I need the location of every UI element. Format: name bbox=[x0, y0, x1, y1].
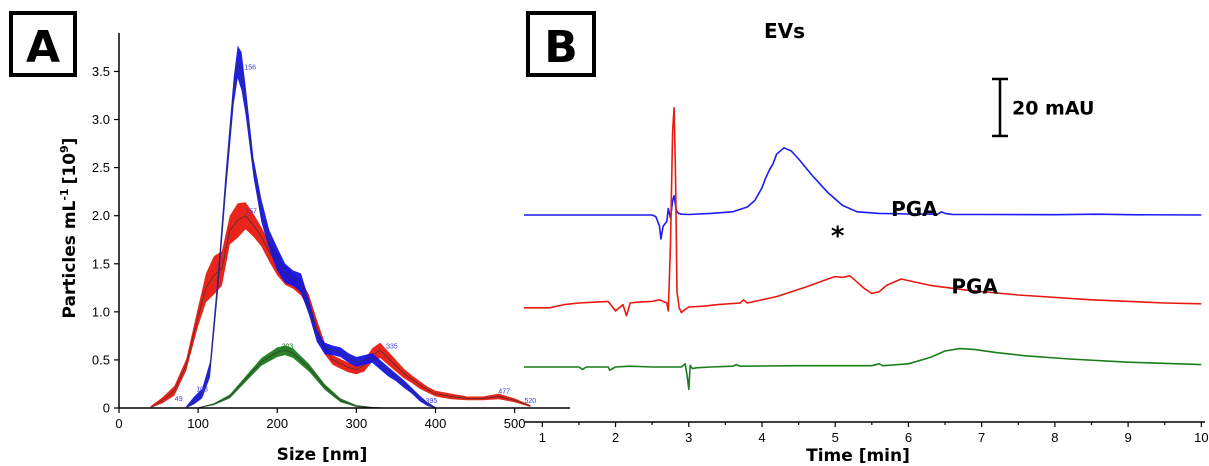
scale-bar-label: 20 mAU bbox=[1012, 97, 1094, 119]
chromatogram-trace-1 bbox=[524, 107, 1202, 317]
panel-a-y-axis-label: Particles mL-1 [109] bbox=[58, 138, 80, 319]
peak-label-1-0: 156 bbox=[244, 65, 256, 72]
panel-a-y-axis-label-sup: -1 bbox=[58, 188, 71, 200]
size-dist-band-2 bbox=[198, 345, 388, 408]
panel-b: B 1 2 3 4 5 6 7 8 9 10 Time [min] 20 mAU EVs * PGA P… bbox=[524, 11, 1209, 466]
panel-a-y-tick-label-6: 3.0 bbox=[92, 112, 110, 127]
panel-a-y-ticks: 0 0.5 1.0 1.5 2.0 2.5 3.0 3.5 bbox=[92, 64, 119, 416]
chromatogram-trace-2 bbox=[524, 347, 1202, 391]
panel-b-x-tick-label-0: 1 bbox=[539, 430, 546, 445]
peak-label-1-2: 395 bbox=[426, 398, 438, 405]
panel-a-y-tick-label-3: 1.5 bbox=[92, 256, 110, 271]
peak-label-1-3: 520 bbox=[525, 398, 537, 405]
panel-b-x-tick-label-4: 5 bbox=[832, 430, 839, 445]
panel-a-y-tick-label-0: 0 bbox=[103, 401, 110, 416]
panel-a-y-tick-label-5: 2.5 bbox=[92, 160, 110, 175]
panel-a-x-ticks: 0 100 200 300 400 500 bbox=[115, 408, 525, 431]
panel-a-x-tick-label-0: 0 bbox=[115, 416, 122, 431]
panel-a-y-tick-label-4: 2.0 bbox=[92, 208, 110, 223]
panel-b-x-tick-label-5: 6 bbox=[905, 430, 912, 445]
panel-b-x-axis-label: Time [min] bbox=[806, 446, 910, 466]
panel-a-plot-area: 157 335 477 49 156 108 395 520 203 bbox=[150, 45, 537, 409]
panel-b-annotation-1: * bbox=[831, 222, 845, 252]
panel-b-x-tick-label-9: 10 bbox=[1194, 430, 1208, 445]
panel-b-x-ticks: 1 2 3 4 5 6 7 8 9 10 bbox=[539, 422, 1209, 445]
panel-b-annotations: EVs * PGA PGA bbox=[764, 19, 998, 299]
peak-label-0-1: 335 bbox=[386, 343, 398, 350]
peak-label-2-0: 203 bbox=[282, 343, 294, 350]
size-dist-band-0 bbox=[150, 202, 531, 408]
panel-a-y-tick-label-7: 3.5 bbox=[92, 64, 110, 79]
size-dist-mean-line-2 bbox=[197, 349, 389, 409]
panel-b-x-tick-label-1: 2 bbox=[612, 430, 619, 445]
panel-a-x-axis-label: Size [nm] bbox=[277, 445, 368, 465]
panel-a: A 157 335 477 49 156 108 395 520 203 0 100 200 300 4… bbox=[9, 11, 570, 465]
panel-a-y-axis-label-exp: 9 bbox=[58, 145, 71, 153]
panel-a-x-tick-label-1: 100 bbox=[187, 416, 209, 431]
panel-a-x-tick-label-5: 500 bbox=[504, 416, 526, 431]
peak-label-0-0: 157 bbox=[245, 209, 257, 216]
size-dist-mean-line-1 bbox=[185, 60, 436, 409]
panel-a-label-box bbox=[9, 11, 77, 77]
panel-b-x-tick-label-3: 4 bbox=[758, 430, 765, 445]
panel-b-label-box bbox=[526, 11, 596, 77]
panel-b-x-tick-label-7: 8 bbox=[1051, 430, 1058, 445]
panel-b-x-tick-label-6: 7 bbox=[978, 430, 985, 445]
panel-a-y-tick-label-1: 0.5 bbox=[92, 352, 110, 367]
panel-a-y-axis-label-unit: [10 bbox=[60, 153, 80, 185]
panel-a-x-tick-label-3: 300 bbox=[346, 416, 368, 431]
panel-b-scale-bar: 20 mAU bbox=[992, 77, 1094, 138]
panel-a-y-axis-label-main: Particles mL bbox=[60, 200, 80, 318]
peak-label-1-1: 108 bbox=[196, 387, 208, 394]
panel-b-label: B bbox=[544, 22, 578, 73]
panel-a-y-axis-label-end: ] bbox=[60, 138, 80, 146]
panel-a-label: A bbox=[26, 22, 60, 73]
size-dist-band-1 bbox=[186, 45, 436, 408]
peak-label-0-2: 477 bbox=[498, 389, 510, 396]
panel-b-x-tick-label-8: 9 bbox=[1124, 430, 1131, 445]
panel-a-x-tick-label-4: 400 bbox=[425, 416, 447, 431]
panel-b-annotation-3: PGA bbox=[951, 275, 998, 299]
peak-label-0-3: 49 bbox=[175, 396, 183, 403]
panel-b-plot-area bbox=[524, 107, 1202, 391]
chromatogram-trace-0 bbox=[524, 147, 1202, 240]
panel-a-x-tick-label-2: 200 bbox=[266, 416, 288, 431]
panel-b-x-tick-label-2: 3 bbox=[685, 430, 692, 445]
panel-b-annotation-2: PGA bbox=[891, 197, 938, 221]
panel-b-annotation-0: EVs bbox=[764, 19, 805, 43]
panel-a-y-tick-label-2: 1.0 bbox=[92, 304, 110, 319]
